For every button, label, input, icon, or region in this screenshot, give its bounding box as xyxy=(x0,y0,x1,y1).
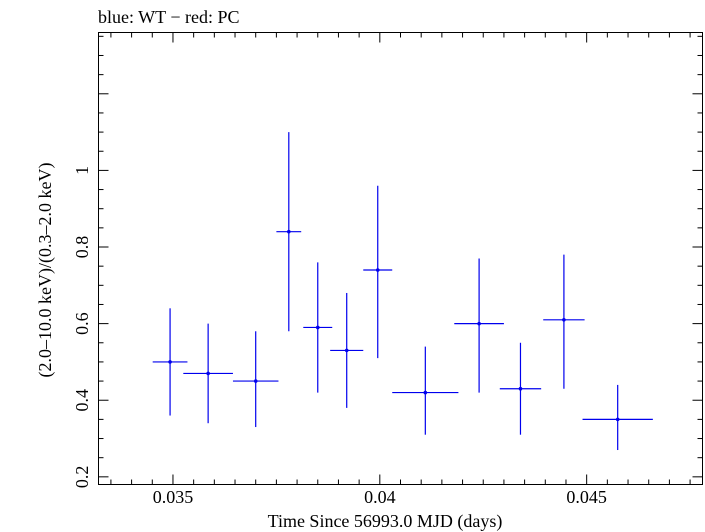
x-tick-label: 0.045 xyxy=(566,487,607,507)
y-tick-label: 0.4 xyxy=(72,389,92,412)
x-tick-label: 0.04 xyxy=(364,487,396,507)
data-point xyxy=(454,258,504,393)
data-point xyxy=(543,254,585,389)
plot-frame xyxy=(98,32,703,485)
axis-ticks xyxy=(98,32,703,485)
point-marker xyxy=(344,348,349,353)
point-marker xyxy=(315,325,320,330)
data-point xyxy=(276,132,302,332)
data-point xyxy=(582,384,653,451)
y-tick-label: 0.8 xyxy=(72,236,92,259)
data-point xyxy=(363,185,393,359)
point-marker xyxy=(615,417,620,422)
y-axis-label: (2.0–10.0 keV)/(0.3–2.0 keV) xyxy=(35,163,56,378)
data-point xyxy=(232,331,279,428)
data-point xyxy=(152,308,188,416)
point-marker xyxy=(206,371,210,376)
point-marker xyxy=(375,268,380,272)
x-tick-label: 0.035 xyxy=(153,487,194,507)
point-marker xyxy=(477,321,481,326)
point-marker xyxy=(168,360,172,364)
y-tick-label: 1 xyxy=(72,166,92,175)
x-axis-label: Time Since 56993.0 MJD (days) xyxy=(268,511,503,532)
data-point xyxy=(392,346,459,435)
point-marker xyxy=(253,379,258,383)
y-tick-label: 0.2 xyxy=(72,466,92,489)
point-marker xyxy=(423,390,428,395)
tick-labels: 0.035 0.04 0.045 0.2 0.4 0.6 0.8 1 xyxy=(72,166,607,507)
data-series-wt xyxy=(152,132,653,451)
point-marker xyxy=(287,229,291,234)
data-point xyxy=(330,292,364,408)
y-tick-label: 0.6 xyxy=(72,312,92,335)
chart-title: blue: WT − red: PC xyxy=(98,7,239,27)
data-point xyxy=(303,262,333,393)
data-point xyxy=(499,342,542,435)
point-marker xyxy=(562,317,566,322)
point-marker xyxy=(518,386,523,391)
data-point xyxy=(183,323,233,424)
